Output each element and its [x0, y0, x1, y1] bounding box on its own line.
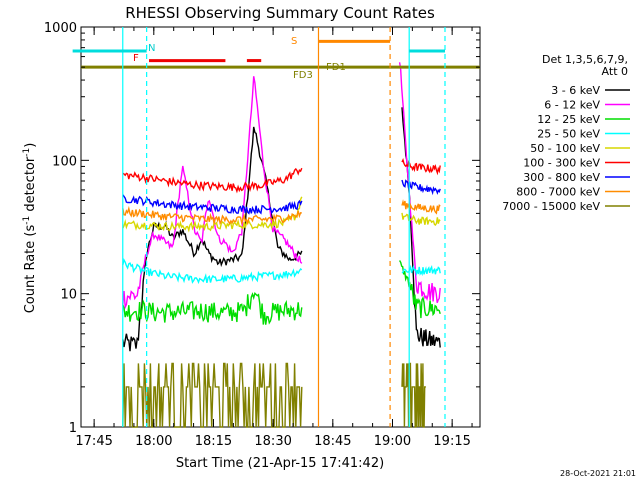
- plot-frame: [80, 26, 481, 428]
- series-line-8-0: [122, 362, 303, 428]
- series-7: [122, 199, 441, 226]
- series-line-4-0: [122, 196, 303, 233]
- y-tick-label-1: 10: [60, 288, 77, 303]
- flag-label-3: FD1: [326, 62, 346, 73]
- series-line-2-0: [122, 291, 303, 325]
- y-tick-label-2: 100: [52, 154, 77, 169]
- legend-label-2: 12 - 25 keV: [537, 113, 600, 126]
- series-line-5-0: [122, 167, 303, 194]
- x-tick-label-4: 18:45: [314, 434, 351, 449]
- series-line-6-0: [122, 194, 303, 216]
- y-tick-label-3: 1000: [44, 21, 77, 36]
- x-tick-label-6: 19:15: [433, 434, 470, 449]
- axes: 17:45 18:00 18:15 18:30 18:45 19:00 19:15 1 10 10…: [44, 21, 480, 449]
- series-line-4-1: [401, 212, 441, 226]
- legend-label-6: 300 - 800 keV: [523, 171, 600, 184]
- legend-label-7: 800 - 7000 keV: [516, 186, 600, 199]
- plot-area: [80, 26, 481, 428]
- flag-label-4: FD3: [293, 70, 313, 81]
- chart-title: RHESSI Observing Summary Count Rates: [125, 4, 435, 22]
- x-tick-label-3: 18:30: [254, 434, 291, 449]
- series-line-3-1: [401, 264, 441, 277]
- legend-label-4: 50 - 100 keV: [530, 142, 600, 155]
- flag-bars: NF S FD1 FD3: [72, 36, 445, 81]
- legend-label-0: 3 - 6 keV: [551, 84, 600, 97]
- series-layer: [122, 62, 441, 428]
- legend-label-3: 25 - 50 keV: [537, 128, 600, 141]
- y-axis-label: Count Rate (s-1 detector-1): [22, 143, 38, 314]
- series-6: [122, 179, 441, 216]
- series-line-3-0: [122, 258, 303, 285]
- series-line-8-1: [401, 362, 426, 428]
- series-line-7-0: [122, 205, 302, 226]
- legend: Det 1,3,5,6,7,9,Att 03 - 6 keV 6 - 12 keV…: [502, 53, 630, 213]
- series-8: [122, 362, 426, 428]
- x-tick-label-2: 18:15: [195, 434, 232, 449]
- series-line-1-1: [398, 62, 441, 304]
- y-tick-label-0: 1: [69, 421, 77, 436]
- series-line-7-1: [401, 199, 441, 215]
- flag-label-2: S: [291, 36, 297, 47]
- series-3: [122, 258, 441, 285]
- legend-label-1: 6 - 12 keV: [544, 99, 600, 112]
- x-tick-label-0: 17:45: [75, 434, 112, 449]
- series-1: [122, 62, 441, 310]
- series-line-6-1: [401, 179, 441, 196]
- x-axis-label: Start Time (21-Apr-15 17:41:42): [176, 456, 384, 471]
- series-line-2-1: [398, 260, 441, 319]
- series-line-5-1: [401, 157, 441, 176]
- timestamp: 28-Oct-2021 21:01: [560, 469, 636, 478]
- series-5: [122, 157, 441, 194]
- legend-header-0: Det 1,3,5,6,7,9,: [542, 53, 628, 66]
- legend-header-1: Att 0: [602, 65, 628, 78]
- series-2: [122, 260, 441, 325]
- flag-label-1: F: [133, 53, 139, 64]
- flag-label-0: N: [148, 43, 155, 54]
- series-4: [122, 196, 441, 233]
- legend-label-8: 7000 - 15000 keV: [502, 200, 600, 213]
- x-tick-label-1: 18:00: [135, 434, 172, 449]
- vertical-markers: [81, 27, 480, 427]
- x-tick-label-5: 19:00: [374, 434, 411, 449]
- legend-label-5: 100 - 300 keV: [523, 157, 600, 170]
